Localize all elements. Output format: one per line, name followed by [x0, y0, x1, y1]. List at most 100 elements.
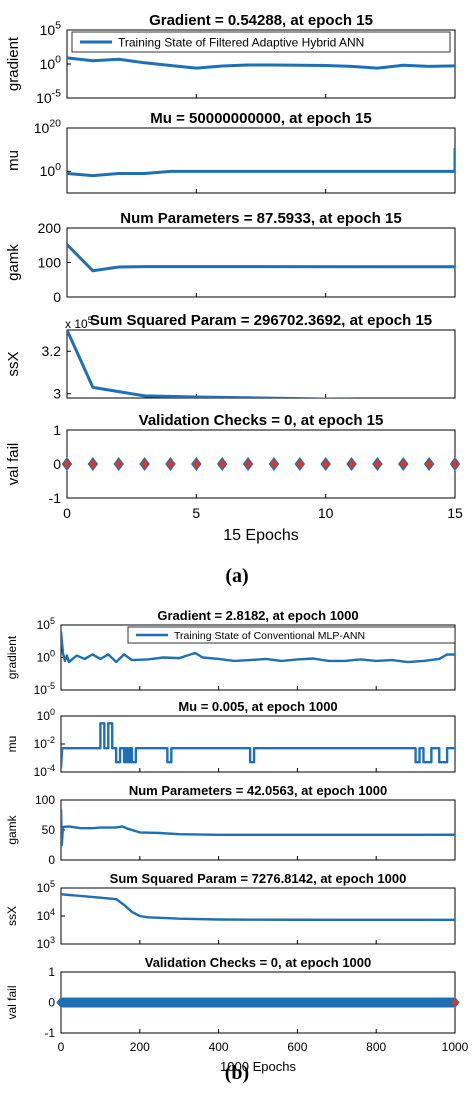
val-fail-point — [191, 457, 202, 471]
x-tick-label: 400 — [209, 1040, 229, 1054]
subplot-title: Mu = 50000000000, at epoch 15 — [150, 110, 371, 127]
subplot-title: Gradient = 2.8182, at epoch 1000 — [157, 608, 358, 623]
x-tick-label: 5 — [192, 505, 200, 521]
x-tick-label: 800 — [366, 1040, 386, 1054]
y-axis-label: gamk — [5, 814, 19, 844]
axes-box — [60, 887, 456, 945]
y-tick-label: 0 — [48, 996, 55, 1010]
subplot-b-4: Sum Squared Param = 7276.8142, at epoch … — [5, 871, 456, 951]
legend-box — [127, 626, 456, 644]
y-tick-label: 3.2 — [42, 343, 62, 359]
axes-box — [66, 227, 456, 298]
y-tick-label: 10-2 — [34, 735, 55, 751]
y-multiplier-label: x 105 — [65, 315, 93, 331]
val-fail-points-band — [61, 997, 455, 1008]
subplot-a-2: Mu = 50000000000, at epoch 15 mu 100 1020 — [5, 110, 456, 194]
y-tick-label: 105 — [40, 20, 62, 38]
y-tick-label: 100 — [37, 648, 55, 664]
y-tick-label: 0 — [53, 456, 61, 472]
val-fail-point — [423, 457, 435, 471]
y-axis-label: mu — [5, 736, 19, 753]
subplot-a-1: Gradient = 0.54288, at epoch 15 gradient 1… — [5, 12, 456, 106]
y-tick-label: 105 — [37, 879, 55, 895]
y-tick-label: -1 — [49, 490, 62, 506]
y-tick-label: 0 — [53, 289, 61, 305]
y-tick-label: 100 — [37, 707, 55, 723]
y-tick-label: 200 — [38, 220, 62, 236]
y-axis-label: gamk — [5, 244, 22, 281]
val-fail-point — [346, 457, 357, 471]
legend-box — [71, 31, 451, 53]
y-tick-label: 1 — [53, 422, 61, 438]
axes-box — [66, 329, 456, 399]
subplot-title: Validation Checks = 0, at epoch 15 — [139, 412, 384, 429]
y-tick-label: 100 — [40, 54, 62, 72]
subplot-title: Gradient = 0.54288, at epoch 15 — [149, 12, 373, 29]
subplot-title: Sum Squared Param = 7276.8142, at epoch … — [110, 871, 407, 886]
series-line-1 — [61, 893, 455, 922]
axes-box — [66, 429, 456, 499]
x-tick-label: 0 — [63, 505, 71, 521]
series-line-1 — [61, 631, 455, 664]
series-line-1 — [61, 722, 455, 768]
y-tick-label: 10-4 — [34, 763, 55, 779]
val-fail-point — [320, 457, 331, 471]
series-line-1 — [67, 148, 455, 178]
legend-label: Training State of Conventional MLP-ANN — [174, 630, 365, 642]
y-tick-label: 100 — [38, 254, 62, 270]
x-tick-label: 0 — [58, 1040, 65, 1054]
subplot-b-2: Mu = 0.005, at epoch 1000 mu 10-4 10-2 100 — [5, 699, 456, 779]
axes-box — [66, 127, 456, 194]
subplot-title: Num Parameters = 87.5933, at epoch 15 — [120, 210, 401, 227]
legend: Training State of Conventional MLP-ANN — [127, 626, 456, 644]
val-fail-point — [372, 457, 383, 471]
y-tick-label: 105 — [37, 616, 55, 632]
x-tick-label: 200 — [130, 1040, 150, 1054]
y-tick-label: 100 — [40, 161, 62, 179]
val-fail-point — [450, 996, 460, 1009]
subplot-title: Sum Squared Param = 296702.3692, at epoc… — [90, 312, 432, 329]
y-axis-label: ssX — [5, 906, 19, 926]
figure-label-b: (b) — [224, 1062, 250, 1084]
series-line-1 — [67, 243, 455, 273]
val-fail-point — [139, 457, 150, 471]
x-tick-label: 600 — [287, 1040, 307, 1054]
y-tick-label: 50 — [42, 823, 56, 837]
y-tick-label: 3 — [53, 386, 61, 402]
val-fail-point — [113, 457, 124, 471]
y-axis-label: gradient — [5, 635, 19, 679]
y-tick-label: 1020 — [34, 118, 61, 136]
subplot-b-1: Gradient = 2.8182, at epoch 1000 gradient… — [5, 608, 456, 697]
y-tick-label: 100 — [35, 793, 55, 807]
val-fail-point — [449, 457, 461, 471]
val-fail-point — [294, 457, 306, 471]
val-fail-point — [268, 457, 280, 471]
y-axis-label: val fail — [5, 443, 22, 486]
val-fail-point — [61, 457, 73, 471]
y-tick-label: 104 — [37, 907, 55, 923]
figure-label-a: (a) — [225, 565, 249, 587]
x-axis-label: 1000 Epochs — [220, 1059, 296, 1074]
series-line-1 — [67, 56, 455, 70]
series-line-1 — [67, 330, 360, 398]
val-fail-point — [56, 996, 66, 1009]
x-tick-label: 10 — [318, 505, 334, 521]
y-axis-label: mu — [5, 150, 22, 171]
y-tick-label: -1 — [44, 1026, 55, 1040]
y-tick-label: 0 — [48, 853, 55, 867]
x-tick-label: 1000 — [442, 1040, 469, 1054]
subplot-title: Mu = 0.005, at epoch 1000 — [178, 699, 337, 714]
subplot-a-5: Validation Checks = 0, at epoch 15 val fa… — [5, 412, 463, 544]
val-fail-point — [87, 457, 99, 471]
legend: Training State of Filtered Adaptive Hybr… — [71, 31, 451, 53]
y-axis-label: ssX — [5, 351, 22, 376]
subplot-a-4: Sum Squared Param = 296702.3692, at epoc… — [5, 312, 456, 402]
subplot-b-5: Validation Checks = 0, at epoch 1000 val … — [5, 955, 469, 1074]
y-tick-label: 103 — [37, 935, 55, 951]
val-fail-point — [165, 457, 176, 471]
y-axis-label: gradient — [5, 36, 22, 91]
val-fail-point — [398, 457, 409, 471]
y-tick-label: 10-5 — [36, 88, 61, 106]
subplot-a-3: Num Parameters = 87.5933, at epoch 15 gam… — [5, 210, 456, 305]
val-fail-point — [242, 457, 254, 471]
